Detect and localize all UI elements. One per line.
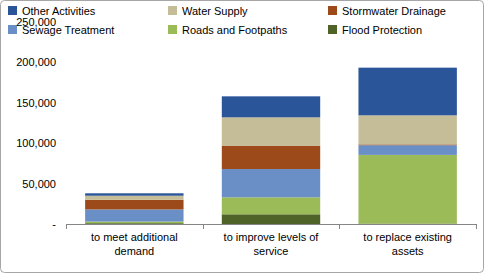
x-tick-label-line: to meet additional bbox=[91, 231, 178, 243]
x-tick-label-line: to improve levels of bbox=[224, 231, 320, 243]
x-tick-label: to meet additional demand bbox=[91, 231, 178, 257]
legend-swatch bbox=[328, 6, 337, 15]
x-category-divider bbox=[203, 224, 204, 229]
y-tick bbox=[62, 22, 66, 23]
x-category-divider bbox=[339, 224, 340, 229]
chart: Other Activities Water Supply Stormwater D… bbox=[0, 0, 484, 273]
x-axis-line bbox=[66, 224, 476, 225]
bars bbox=[85, 68, 457, 224]
bar-segment bbox=[222, 96, 320, 117]
bar-segment bbox=[358, 155, 456, 224]
x-category-divider bbox=[66, 224, 67, 229]
legend: Other Activities Water Supply Stormwater D… bbox=[8, 5, 446, 36]
legend-swatch bbox=[328, 25, 337, 34]
legend-label: Roads and Footpaths bbox=[182, 24, 288, 36]
y-tick-label: - bbox=[52, 218, 56, 230]
y-tick-label: 250,000 bbox=[16, 16, 56, 28]
y-tick bbox=[62, 224, 66, 225]
bar-segment bbox=[222, 146, 320, 169]
x-tick-label-line: service bbox=[254, 245, 289, 257]
bar-segment bbox=[358, 115, 456, 144]
legend-label: Flood Protection bbox=[342, 24, 422, 36]
y-tick-label: 100,000 bbox=[16, 137, 56, 149]
bar-segment bbox=[358, 68, 456, 116]
x-axis: to meet additional demand to improve level… bbox=[66, 224, 477, 257]
legend-swatch bbox=[168, 25, 177, 34]
legend-label: Water Supply bbox=[182, 5, 248, 17]
y-tick bbox=[62, 62, 66, 63]
bar-segment bbox=[222, 214, 320, 224]
bar-segment bbox=[85, 222, 183, 224]
bar-segment bbox=[222, 197, 320, 214]
x-tick-label-line: demand bbox=[114, 245, 154, 257]
x-tick-label-line: assets bbox=[392, 245, 424, 257]
x-tick-label-line: to replace existing bbox=[363, 231, 452, 243]
y-tick bbox=[62, 102, 66, 103]
y-tick-label: 200,000 bbox=[16, 56, 56, 68]
y-tick-label: 150,000 bbox=[16, 97, 56, 109]
y-axis: - 50,000 100,000 150,000 200,000 250,000 bbox=[16, 16, 66, 230]
bar-segment bbox=[85, 196, 183, 200]
y-tick-label: 50,000 bbox=[22, 178, 56, 190]
x-category-divider bbox=[476, 224, 477, 229]
legend-swatch bbox=[8, 6, 17, 15]
bar-segment bbox=[222, 117, 320, 145]
chart-frame bbox=[1, 1, 484, 273]
bar-segment bbox=[358, 145, 456, 155]
x-tick-label: to improve levels of service bbox=[224, 231, 320, 257]
bar-segment bbox=[85, 209, 183, 221]
y-tick bbox=[62, 183, 66, 184]
legend-swatch bbox=[168, 6, 177, 15]
bar-segment bbox=[85, 193, 183, 195]
x-tick-label: to replace existing assets bbox=[363, 231, 452, 257]
legend-label: Other Activities bbox=[22, 5, 96, 17]
bar-segment bbox=[222, 169, 320, 197]
y-tick bbox=[62, 143, 66, 144]
legend-label: Stormwater Drainage bbox=[342, 5, 446, 17]
bar-segment bbox=[85, 200, 183, 210]
